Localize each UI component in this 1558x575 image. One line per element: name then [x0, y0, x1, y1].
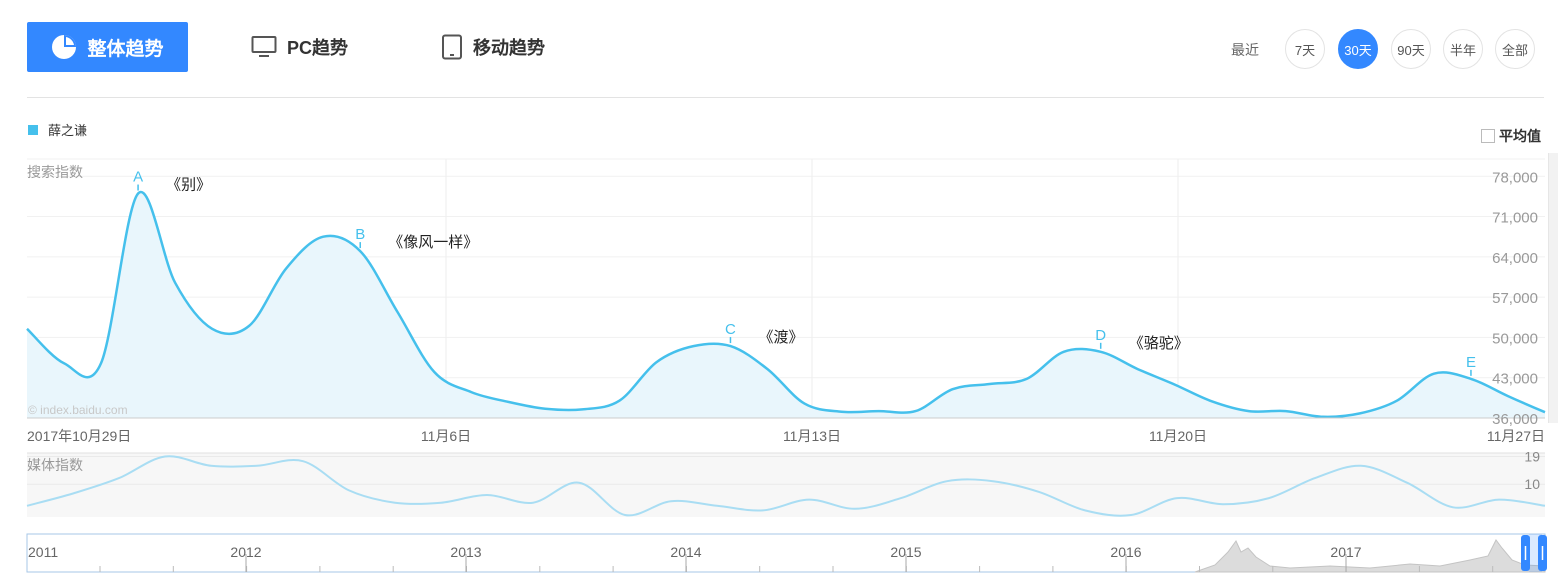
- overview-year-label: 2015: [890, 544, 921, 560]
- legend-swatch: [28, 124, 38, 135]
- annotation-letter: D: [1095, 327, 1106, 344]
- average-checkbox[interactable]: [1481, 129, 1495, 143]
- x-tick-label: 2017年10月29日: [27, 428, 131, 444]
- x-tick-label: 11月13日: [783, 428, 841, 444]
- annotation-letter: A: [133, 169, 143, 186]
- tab-overall-trend[interactable]: 整体趋势: [27, 22, 188, 72]
- media-y-tick-label: 19: [1524, 449, 1540, 465]
- annotation-letter: B: [355, 226, 365, 243]
- legend[interactable]: 薛之谦: [28, 120, 87, 139]
- tab-mobile-label: 移动趋势: [473, 38, 545, 58]
- watermark-text: © index.baidu.com: [28, 403, 128, 417]
- x-tick-label: 11月6日: [421, 428, 471, 444]
- y-tick-label: 64,000: [1492, 250, 1538, 267]
- search-index-title: 搜索指数: [27, 164, 83, 180]
- overview-year-label: 2016: [1110, 544, 1141, 560]
- search-index-line: [26, 190, 1546, 419]
- overview-year-label: 2011: [28, 544, 58, 560]
- period-all-button[interactable]: 全部: [1495, 29, 1535, 69]
- y-tick-label: 50,000: [1492, 330, 1538, 347]
- monitor-icon: [251, 36, 277, 57]
- side-scroll-strip: [1548, 153, 1558, 423]
- period-label: 最近: [1231, 42, 1259, 58]
- annotation-text: 《别》: [166, 177, 211, 194]
- search-index-area: [27, 191, 1545, 418]
- media-index-line: [26, 455, 1546, 517]
- period-7-days-button[interactable]: 7天: [1285, 29, 1325, 69]
- top-divider: [27, 97, 1544, 98]
- pie-chart-icon: [52, 35, 77, 59]
- overview-year-label: 2017: [1330, 544, 1361, 560]
- overview-year-label: 2012: [230, 544, 261, 560]
- overview-mini-area: [1194, 539, 1546, 573]
- tab-mobile-trend[interactable]: 移动趋势: [441, 22, 545, 72]
- average-toggle[interactable]: 平均值: [1481, 126, 1541, 146]
- annotation-text: 《像风一样》: [388, 234, 478, 251]
- y-tick-label: 71,000: [1492, 210, 1538, 227]
- y-tick-label: 43,000: [1492, 371, 1538, 388]
- annotation-text: 《骆驼》: [1129, 335, 1189, 352]
- media-y-tick-label: 10: [1524, 476, 1540, 492]
- overview-navigator: [26, 533, 1546, 573]
- annotation-letter: E: [1466, 354, 1476, 371]
- y-tick-label: 78,000: [1492, 169, 1538, 186]
- x-tick-label: 11月20日: [1149, 428, 1207, 444]
- y-tick-label: 36,000: [1492, 411, 1538, 428]
- tab-overall-label: 整体趋势: [87, 38, 164, 60]
- average-toggle-label: 平均值: [1499, 128, 1541, 144]
- media-index-title: 媒体指数: [27, 457, 83, 473]
- annotation-letter: C: [725, 321, 736, 338]
- annotation-text: 《渡》: [758, 329, 803, 346]
- legend-series-name: 薛之谦: [48, 123, 88, 138]
- tab-pc-label: PC趋势: [287, 38, 349, 58]
- media-panel-bg: [27, 453, 1545, 517]
- overview-year-label: 2013: [450, 544, 481, 560]
- period-30-days-button[interactable]: 30天: [1338, 29, 1378, 69]
- period-90-days-button[interactable]: 90天: [1391, 29, 1431, 69]
- tablet-icon: [442, 34, 462, 60]
- x-tick-label: 11月27日: [1487, 428, 1545, 444]
- tab-pc-trend[interactable]: PC趋势: [251, 22, 348, 72]
- overview-year-label: 2014: [670, 544, 701, 560]
- y-tick-label: 57,000: [1492, 290, 1538, 307]
- period-half-year-button[interactable]: 半年: [1443, 29, 1483, 69]
